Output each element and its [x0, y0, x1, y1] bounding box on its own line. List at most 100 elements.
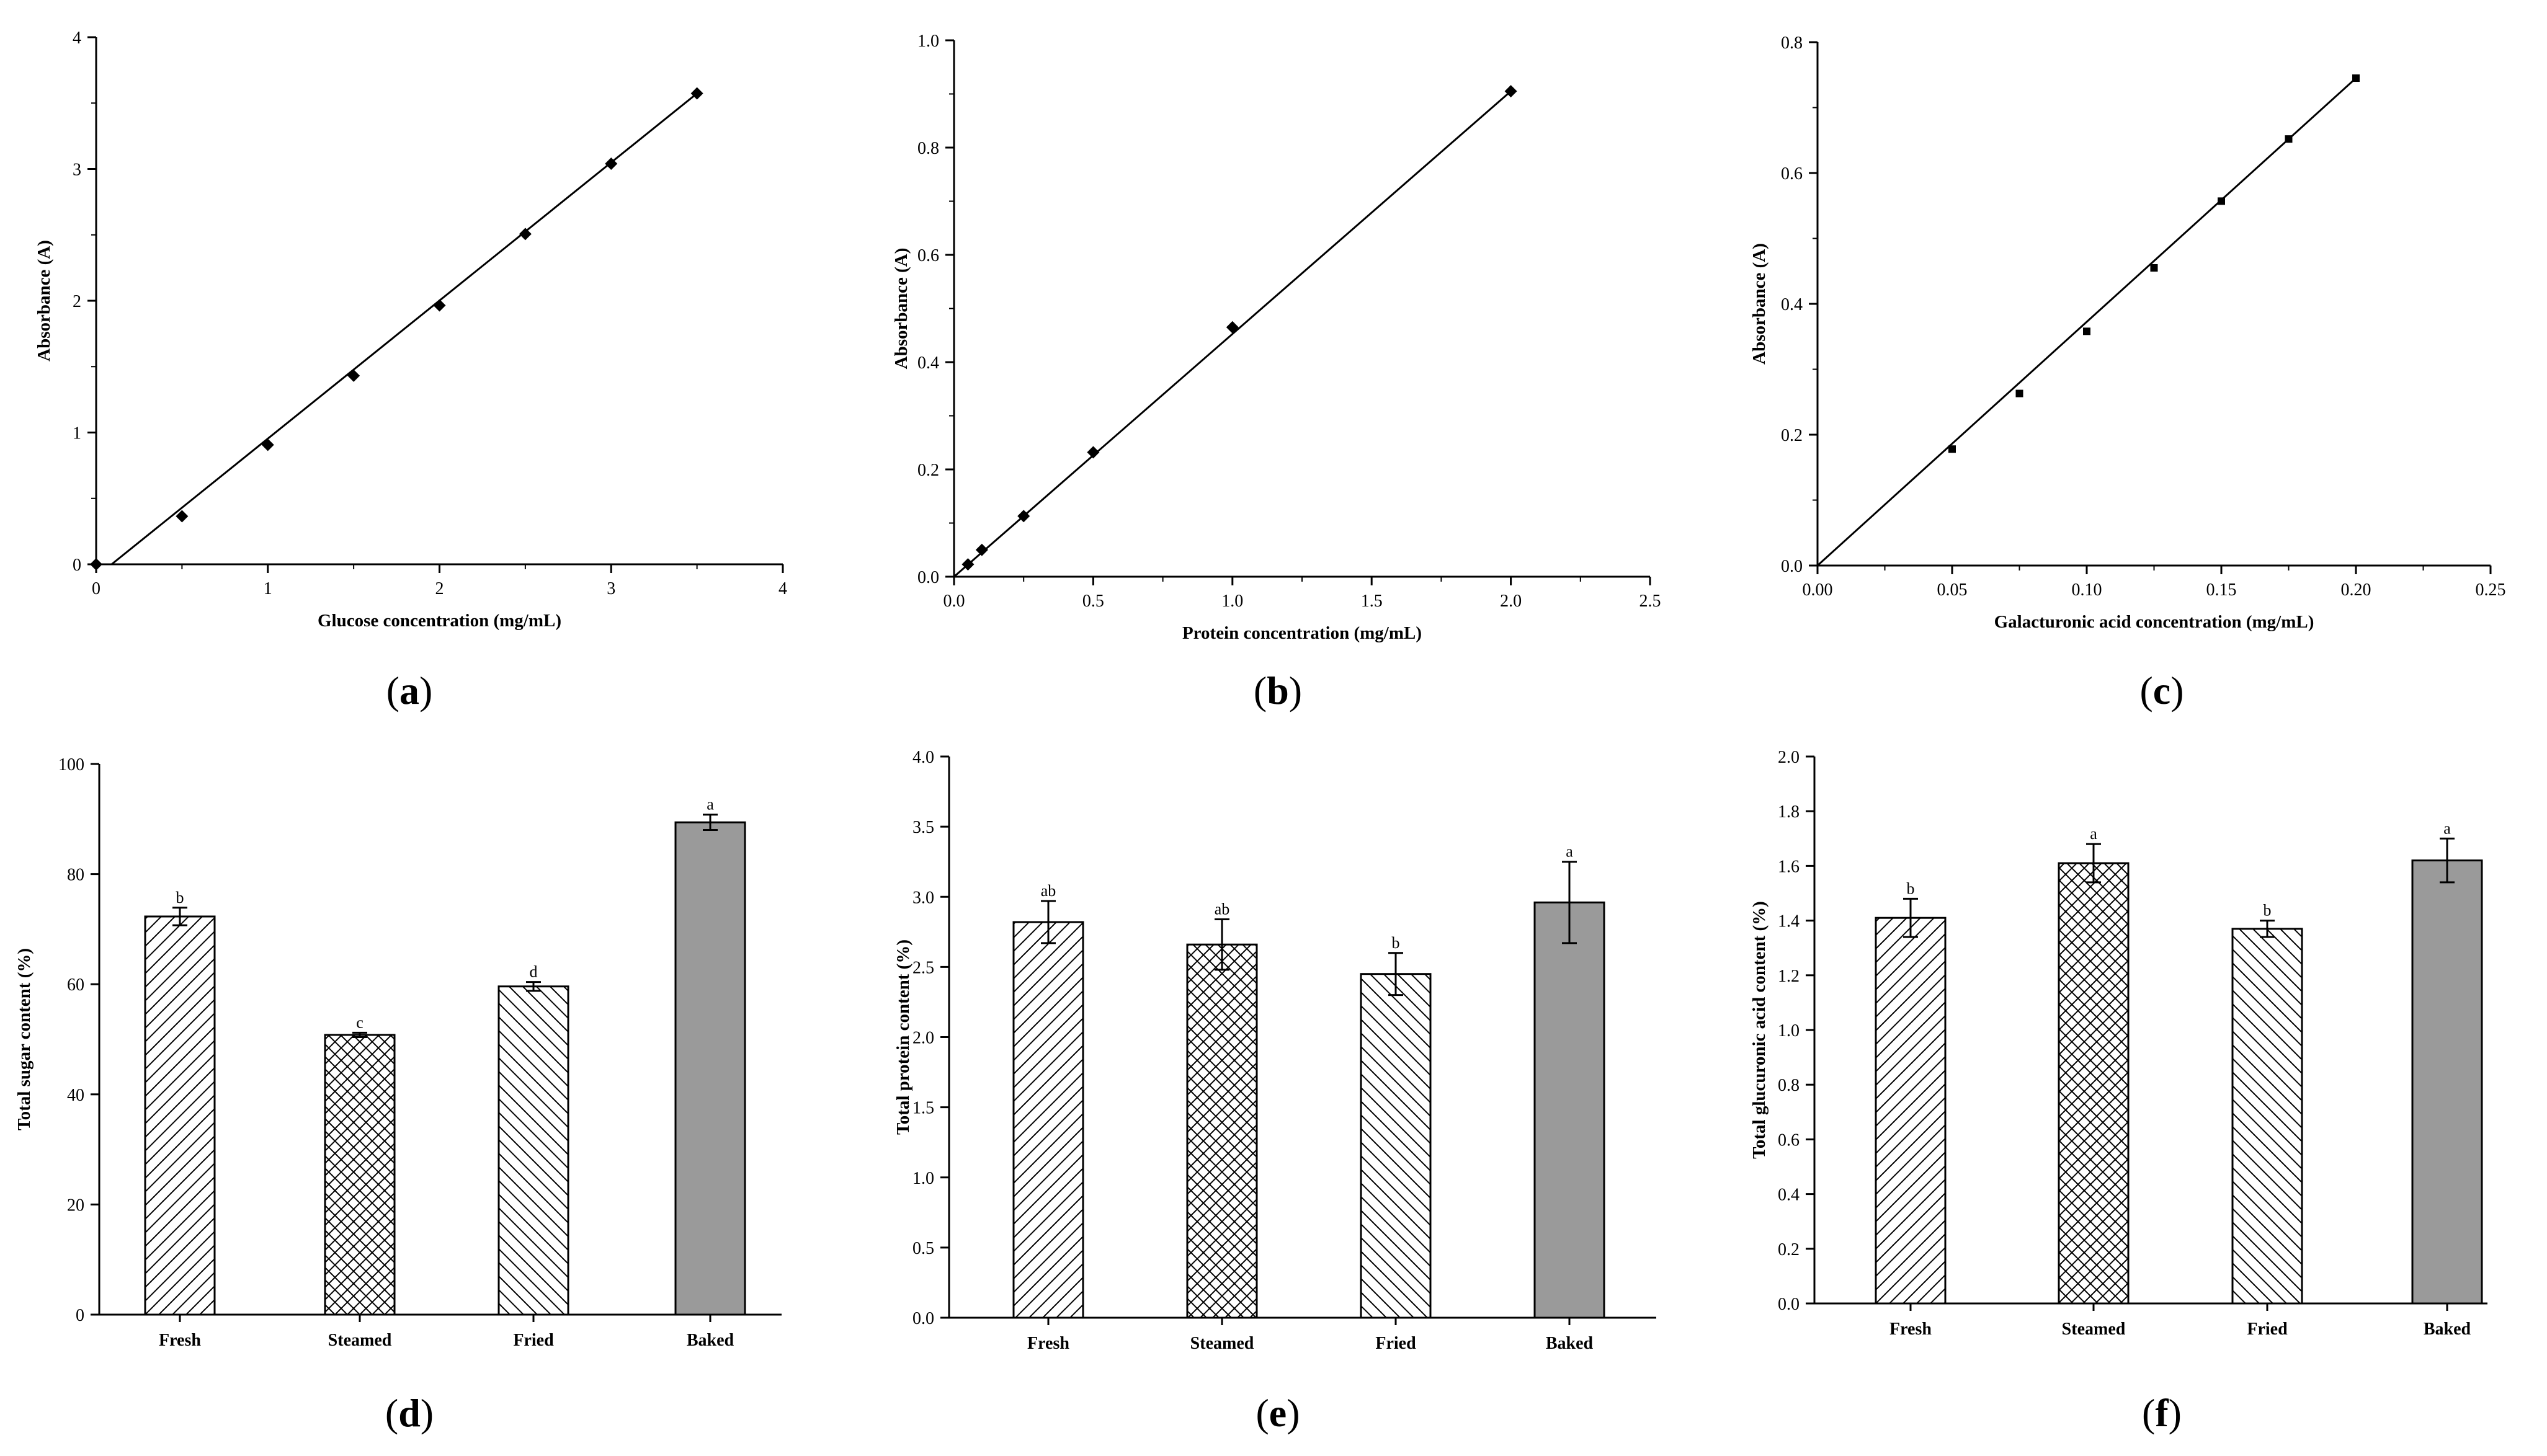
- y-tick-label: 0.2: [917, 461, 939, 480]
- y-tick-label: 80: [67, 866, 84, 885]
- data-point: [261, 438, 274, 451]
- x-tick-label: 1.0: [1221, 592, 1243, 611]
- y-tick-label: 0.0: [917, 568, 939, 587]
- bar-baked: [674, 821, 746, 1316]
- data-point: [2150, 264, 2158, 272]
- error-bar: [1215, 918, 1229, 971]
- y-tick-label: 0: [73, 556, 81, 575]
- data-point: [2352, 74, 2360, 82]
- panel-label: (c): [2139, 668, 2183, 712]
- y-tick-label: 0.5: [912, 1239, 934, 1258]
- y-tick-label: 2.0: [1778, 748, 1800, 767]
- bar-fried: [1360, 973, 1432, 1319]
- x-tick-label: 0.5: [1082, 592, 1104, 611]
- chart-e: 0.0 0.5 1.0 1.5 2.0 2.5 3.0 3.5 4.0 Total protein…: [893, 748, 1656, 1435]
- y-tick-label: 100: [58, 755, 84, 775]
- x-tick-label: 2.0: [1500, 592, 1522, 611]
- error-bar: [2086, 843, 2101, 884]
- fit-line: [110, 92, 698, 566]
- x-tick-label: 1.5: [1361, 592, 1383, 611]
- data-point: [1504, 85, 1517, 98]
- y-tick-label: 1: [73, 424, 81, 443]
- x-tick-label: 0.10: [2072, 580, 2102, 600]
- fit-line: [953, 91, 1512, 578]
- y-tick-label: 0: [76, 1306, 84, 1325]
- y-tick-label: 0.6: [917, 246, 939, 265]
- x-tick-label: 0.0: [943, 592, 965, 611]
- error-bar: [526, 981, 541, 992]
- panel-label: (b): [1254, 668, 1302, 712]
- data-point: [433, 299, 446, 312]
- bar-steamed: [2058, 862, 2130, 1305]
- data-point: [975, 543, 988, 556]
- x-tick-label: 2.5: [1639, 592, 1661, 611]
- y-tick-label: 0.4: [1781, 295, 1803, 314]
- y-tick-label: 4.0: [912, 748, 934, 767]
- panel-label: (e): [1256, 1391, 1300, 1435]
- significance-letter: d: [530, 963, 538, 981]
- x-tick-label: 0.15: [2206, 580, 2237, 600]
- category-label: Steamed: [328, 1331, 392, 1350]
- y-axis-label: Total sugar content (%): [14, 948, 34, 1130]
- x-tick-label: 4: [778, 579, 787, 598]
- bar-fried: [2231, 928, 2303, 1305]
- data-point: [90, 558, 102, 570]
- error-bar: [1562, 861, 1577, 944]
- y-tick-label: 60: [67, 975, 84, 995]
- y-tick-label: 0.0: [912, 1309, 934, 1328]
- y-tick-label: 0.8: [1778, 1076, 1800, 1095]
- data-point: [1017, 510, 1030, 523]
- panel-label: (d): [385, 1391, 434, 1435]
- error-bar: [703, 814, 718, 832]
- category-label: Fresh: [159, 1331, 201, 1350]
- chart-b: 0.0 0.2 0.4 0.6 0.8 1.0 Absorbance (A) 0.0 0.5 1.…: [891, 32, 1661, 712]
- x-tick-label: 0: [92, 579, 100, 598]
- significance-letter: a: [707, 796, 714, 814]
- x-tick-label: 0.20: [2341, 580, 2371, 600]
- error-bar: [2260, 920, 2275, 938]
- y-tick-label: 2.0: [912, 1029, 934, 1048]
- y-tick-label: 0.2: [1781, 426, 1803, 445]
- y-tick-label: 2.5: [912, 958, 934, 977]
- y-tick-label: 3: [73, 161, 81, 180]
- y-tick-label: 0.4: [917, 353, 939, 373]
- category-label: Fresh: [1027, 1334, 1069, 1353]
- data-point: [2083, 327, 2090, 335]
- bar-fresh: [144, 915, 216, 1316]
- bar-fried: [497, 985, 569, 1316]
- significance-letter: ab: [1041, 882, 1056, 900]
- panel-label: (a): [386, 668, 433, 712]
- y-tick-label: 0.6: [1778, 1130, 1800, 1150]
- data-point: [2218, 197, 2225, 205]
- data-point: [2015, 389, 2023, 397]
- y-tick-label: 3.0: [912, 888, 934, 907]
- bar-fresh: [1012, 921, 1084, 1319]
- error-bar: [1388, 952, 1403, 997]
- data-point: [961, 558, 975, 571]
- data-point: [1226, 321, 1239, 334]
- axes-c: [1816, 42, 2491, 567]
- x-axis-label: Protein concentration (mg/mL): [1182, 623, 1422, 643]
- y-tick-label: 0.6: [1781, 164, 1803, 184]
- category-label: Fried: [1375, 1334, 1416, 1353]
- chart-d: 0 20 40 60 80 100 Total sugar content (%) b Fres…: [14, 755, 782, 1435]
- chart-a: 0 1 2 3 4 Absorbance (A) 0 1 2 3 4 Glucose concentr…: [34, 29, 787, 712]
- category-label: Steamed: [1190, 1334, 1254, 1353]
- y-tick-label: 0.0: [1778, 1295, 1800, 1314]
- x-tick-label: 0.25: [2476, 580, 2506, 600]
- x-tick-label: 1: [264, 579, 272, 598]
- y-tick-label: 1.6: [1778, 857, 1800, 876]
- data-point: [2285, 135, 2293, 143]
- error-bar: [1041, 900, 1056, 944]
- bar-baked: [2411, 859, 2483, 1305]
- x-tick-label: 0.05: [1937, 580, 1968, 600]
- y-tick-label: 3.5: [912, 818, 934, 837]
- y-tick-label: 1.5: [912, 1099, 934, 1118]
- data-point: [519, 228, 532, 241]
- y-tick-label: 2: [73, 292, 81, 311]
- y-tick-label: 1.8: [1778, 802, 1800, 822]
- error-bar: [2440, 837, 2455, 884]
- category-label: Baked: [687, 1331, 734, 1350]
- chart-f: 0.0 0.2 0.4 0.6 0.8 1.0 1.2 1.4 1.6 1.8 2.0 Total g…: [1749, 748, 2487, 1435]
